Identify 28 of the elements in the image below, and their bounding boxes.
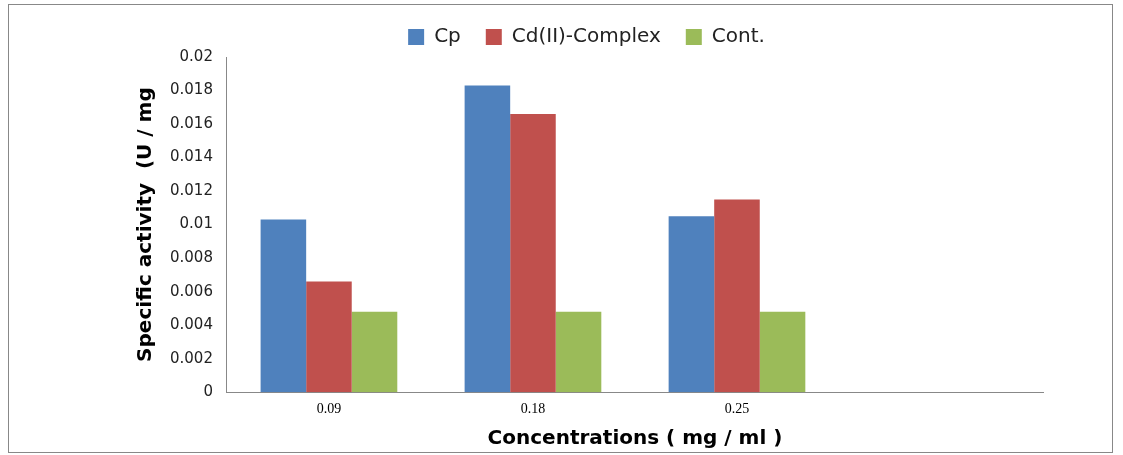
bar [555, 311, 602, 393]
legend-label: Cp [434, 23, 461, 48]
x-tick-label: 0.09 [316, 401, 342, 417]
y-tick-label: 0.02 [179, 46, 213, 65]
legend-label: Cont. [711, 23, 765, 48]
y-tick-label: 0.008 [169, 248, 213, 267]
bar [714, 199, 760, 393]
x-tick-label: 0.25 [724, 401, 750, 417]
y-tick-label: 0.016 [169, 113, 213, 132]
x-axis-title: Concentrations ( mg / ml ) [487, 425, 783, 450]
y-tick-label: 0.01 [179, 214, 213, 233]
y-tick-label: 0.006 [169, 281, 213, 300]
y-tick-label: 0.004 [169, 315, 213, 334]
y-tick-label: 0.002 [169, 348, 213, 367]
y-tick-label: 0.018 [169, 80, 213, 99]
legend-label: Cd(II)-Complex [511, 23, 661, 48]
y-tick-label: 0.012 [169, 180, 213, 199]
y-tick-label: 0 [203, 382, 213, 401]
bar [464, 85, 511, 393]
y-axis-title: Specific activity (U / mg [132, 87, 157, 362]
x-tick-label: 0.18 [520, 401, 546, 417]
bar [351, 311, 398, 393]
bar [759, 311, 806, 393]
bar [668, 216, 715, 393]
bar [260, 219, 307, 393]
bar [510, 113, 556, 393]
y-tick-label: 0.014 [169, 147, 213, 166]
bar [306, 281, 352, 393]
